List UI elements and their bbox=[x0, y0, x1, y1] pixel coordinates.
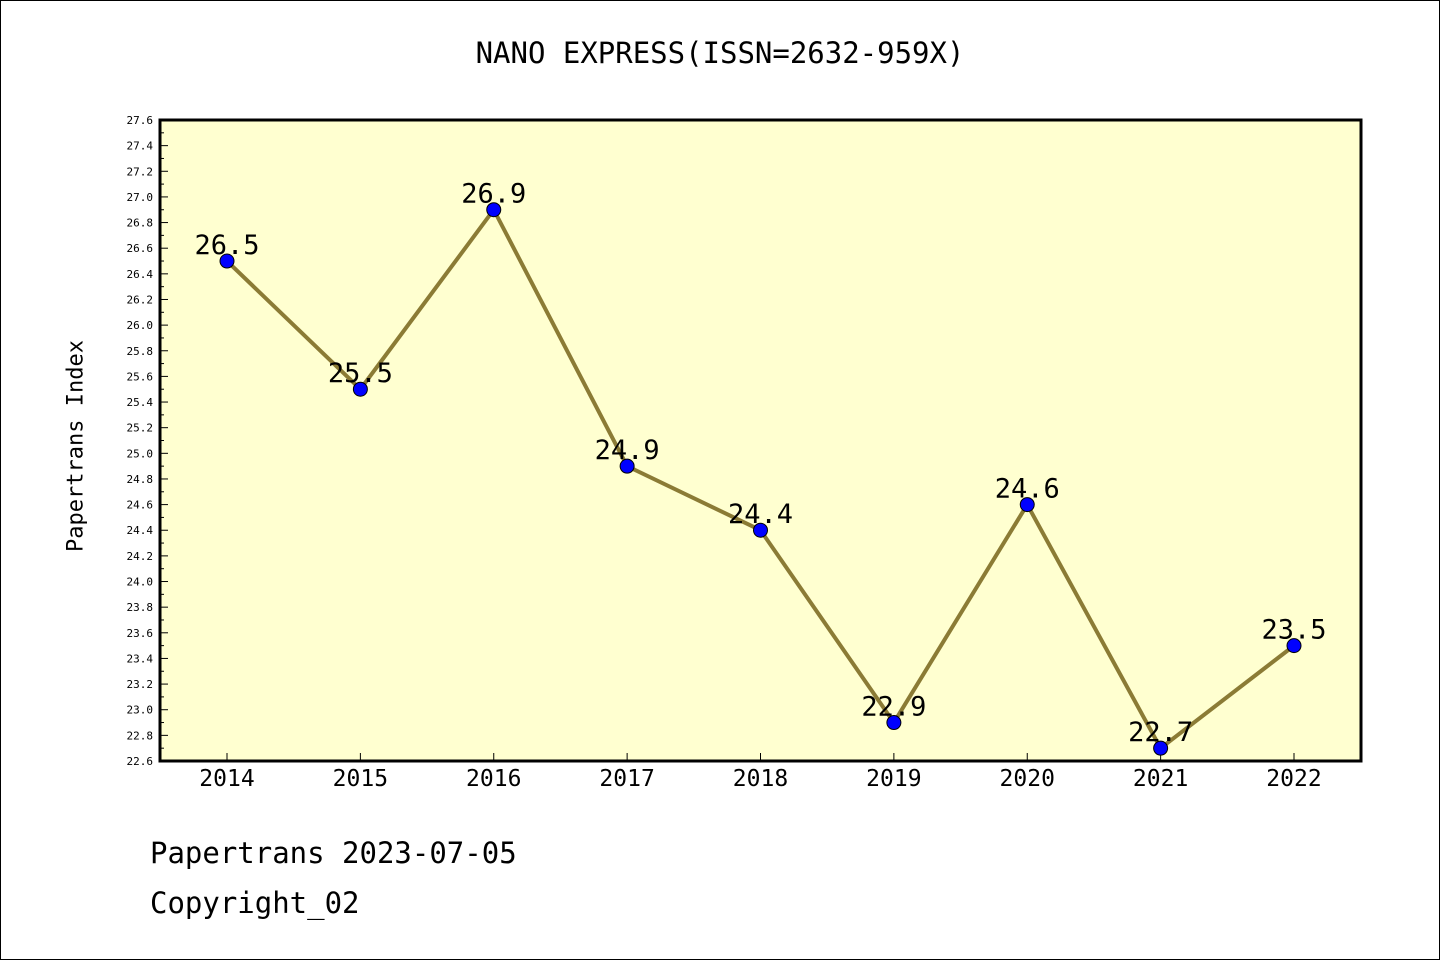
y-tick-label: 27.2 bbox=[127, 165, 154, 178]
data-label: 22.9 bbox=[861, 692, 926, 723]
data-label: 26.9 bbox=[461, 179, 526, 210]
data-point bbox=[352, 381, 368, 397]
x-tick-label: 2018 bbox=[733, 766, 788, 792]
data-point bbox=[886, 715, 902, 731]
data-label: 24.9 bbox=[595, 435, 660, 466]
y-tick-label: 25.2 bbox=[127, 422, 154, 435]
y-tick-label: 25.6 bbox=[127, 370, 154, 383]
chart-title: NANO EXPRESS(ISSN=2632-959X) bbox=[475, 36, 965, 70]
x-tick-label: 2022 bbox=[1266, 766, 1321, 792]
data-point bbox=[1286, 638, 1302, 654]
y-tick-label: 27.4 bbox=[127, 140, 154, 153]
y-tick-label: 23.8 bbox=[127, 601, 154, 614]
data-point bbox=[753, 522, 768, 538]
y-tick-label: 23.6 bbox=[127, 627, 154, 640]
x-tick-label: 2014 bbox=[199, 766, 254, 792]
data-point bbox=[1019, 497, 1035, 513]
y-tick-label: 24.2 bbox=[127, 550, 154, 563]
data-label: 23.5 bbox=[1261, 615, 1326, 646]
y-tick-label: 23.4 bbox=[127, 652, 154, 665]
y-tick-label: 27.6 bbox=[127, 114, 154, 127]
y-tick-label: 26.8 bbox=[127, 217, 154, 230]
y-tick-label: 25.0 bbox=[127, 447, 154, 460]
y-axis: 22.6 22.8 23.0 23.2 23.4 23.6 23.8 24.0 24.2 24.4… bbox=[127, 114, 168, 768]
y-tick-label: 27.0 bbox=[127, 191, 154, 204]
footer-copyright: Copyright_02 bbox=[150, 886, 360, 920]
y-tick-label: 24.4 bbox=[127, 524, 154, 537]
plot-background bbox=[158, 118, 1363, 763]
data-label: 26.5 bbox=[194, 230, 259, 261]
y-tick-label: 24.0 bbox=[127, 576, 154, 589]
y-tick-label: 23.2 bbox=[127, 678, 154, 691]
series-markers bbox=[219, 202, 1302, 756]
data-point bbox=[219, 253, 235, 269]
y-tick-label: 24.6 bbox=[127, 499, 154, 512]
y-tick-label: 22.8 bbox=[127, 729, 154, 742]
y-tick-label: 25.4 bbox=[127, 396, 154, 409]
plot-area bbox=[158, 118, 1363, 763]
y-tick-label: 25.8 bbox=[127, 345, 154, 358]
data-point bbox=[619, 458, 635, 474]
y-tick-label: 26.0 bbox=[127, 319, 154, 332]
x-tick-label: 2017 bbox=[599, 766, 654, 792]
x-tick-label: 2021 bbox=[1133, 766, 1188, 792]
y-tick-label: 23.0 bbox=[127, 704, 154, 717]
x-tick-label: 2015 bbox=[333, 766, 388, 792]
x-tick-label: 2019 bbox=[866, 766, 921, 792]
footer-date: Papertrans 2023-07-05 bbox=[150, 836, 517, 870]
data-labels: 26.5 25.5 26.9 24.9 24.4 22.9 24.6 22.7 23.5 bbox=[194, 179, 1326, 748]
y-tick-label: 26.4 bbox=[127, 268, 154, 281]
data-point bbox=[486, 202, 502, 218]
data-point bbox=[1153, 740, 1169, 756]
data-label: 24.6 bbox=[995, 474, 1060, 505]
data-label: 24.4 bbox=[728, 499, 793, 530]
x-axis: 2014 2015 2016 2017 2018 2019 2020 2021 2022 bbox=[199, 753, 1322, 792]
data-label: 22.7 bbox=[1128, 717, 1193, 748]
y-tick-label: 26.6 bbox=[127, 242, 154, 255]
x-tick-label: 2020 bbox=[1000, 766, 1055, 792]
y-tick-label: 22.6 bbox=[127, 755, 154, 768]
x-tick-label: 2016 bbox=[466, 766, 521, 792]
y-tick-label: 26.2 bbox=[127, 293, 154, 306]
data-label: 25.5 bbox=[328, 358, 393, 389]
y-tick-label: 24.8 bbox=[127, 473, 154, 486]
